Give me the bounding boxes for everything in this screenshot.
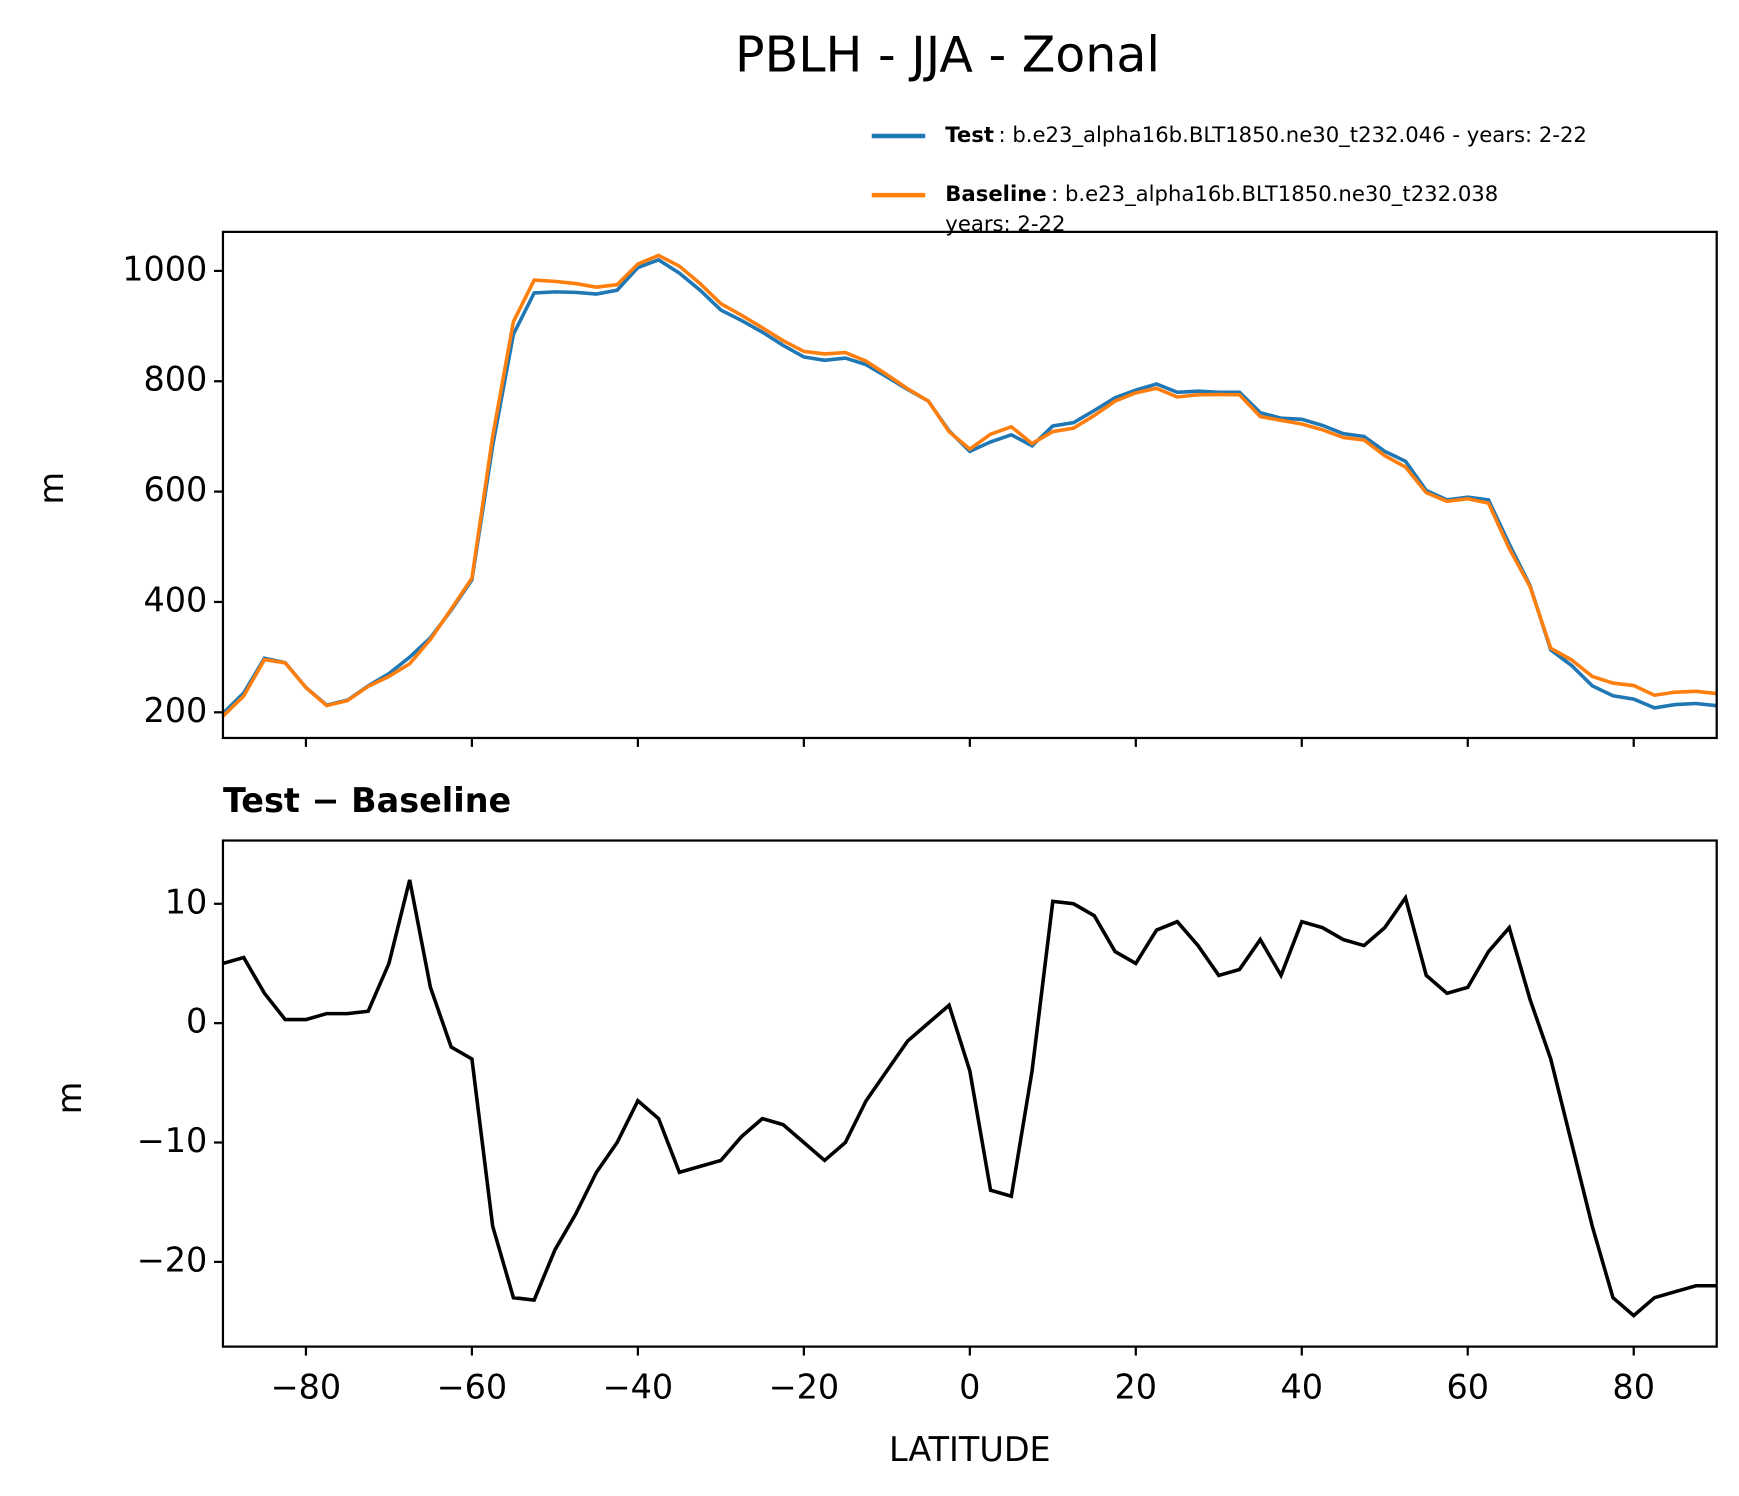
- legend-name: Baseline: [945, 181, 1046, 206]
- data-line: [222, 257, 1717, 715]
- legend-name: Test: [945, 122, 994, 147]
- legend-text: Test: b.e23_alpha16b.BLT1850.ne30_t232.0…: [945, 122, 1587, 148]
- x-tick-label: 60: [1446, 1367, 1489, 1406]
- y-tick-label: 10: [165, 882, 208, 921]
- plot-frame: [221, 230, 1718, 740]
- x-tick-label: 80: [1612, 1367, 1655, 1406]
- data-line: [222, 253, 1717, 718]
- x-tick-label: 20: [1115, 1367, 1158, 1406]
- y-tick-label: −10: [137, 1121, 208, 1160]
- legend-detail: : b.e23_alpha16b.BLT1850.ne30_t232.038: [1051, 181, 1498, 207]
- legend-text: Baseline: b.e23_alpha16b.BLT1850.ne30_t2…: [945, 181, 1498, 207]
- x-tick-label: −60: [437, 1367, 508, 1406]
- chart-title: PBLH - JJA - Zonal: [735, 25, 1160, 83]
- y-tick-label: 400: [144, 580, 208, 619]
- data-line: [222, 879, 1717, 1318]
- x-tick-label: 40: [1280, 1367, 1323, 1406]
- x-tick-label: −40: [603, 1367, 674, 1406]
- y-tick-label: 200: [144, 691, 208, 730]
- panel-title: Test − Baseline: [223, 781, 511, 820]
- x-tick-label: −20: [769, 1367, 840, 1406]
- y-tick-label: 600: [144, 470, 208, 509]
- x-axis-label: LATITUDE: [889, 1430, 1051, 1469]
- y-axis-label: m: [32, 472, 71, 505]
- x-tick-label: 0: [959, 1367, 980, 1406]
- legend-detail: : b.e23_alpha16b.BLT1850.ne30_t232.046 -…: [998, 122, 1586, 148]
- x-tick-label: −80: [271, 1367, 342, 1406]
- y-tick-label: 0: [186, 1002, 207, 1041]
- y-tick-label: 800: [144, 360, 208, 399]
- legend-detail: years: 2-22: [945, 211, 1065, 236]
- y-tick-label: −20: [137, 1240, 208, 1279]
- y-axis-label: m: [50, 1082, 89, 1115]
- plot-frame: [221, 839, 1718, 1348]
- y-tick-label: 1000: [122, 249, 207, 288]
